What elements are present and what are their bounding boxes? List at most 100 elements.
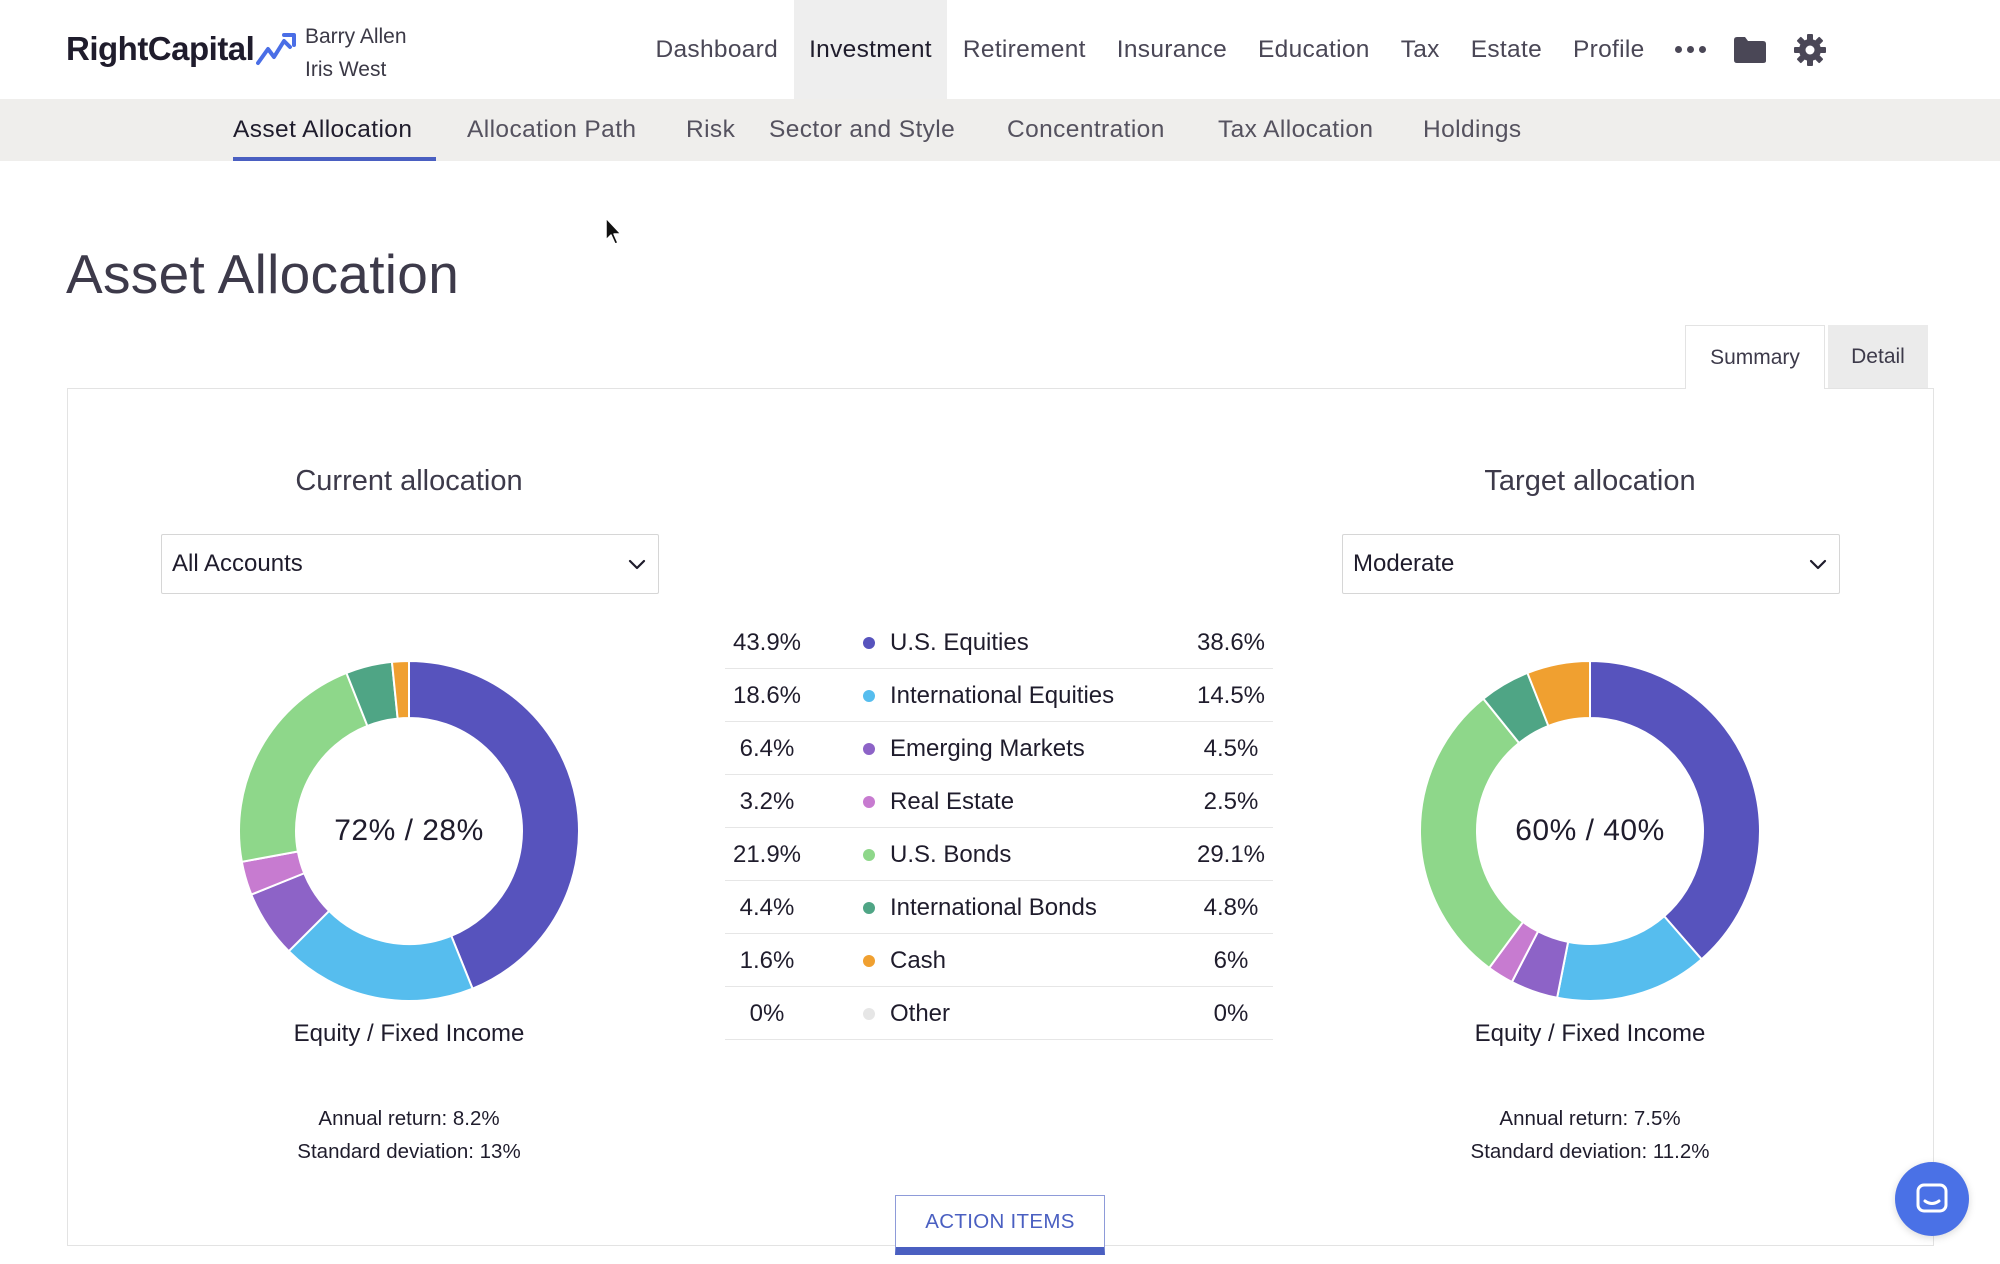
legend-target-value: 2.5%: [1203, 788, 1259, 815]
legend-row: 21.9% U.S. Bonds 29.1%: [725, 828, 1273, 881]
legend-current-value: 4.4%: [739, 894, 795, 921]
legend-current-value: 0%: [749, 1000, 785, 1027]
client-name-2: Iris West: [305, 58, 387, 81]
legend-color-dot: [863, 849, 875, 861]
donut-slice-cash[interactable]: [1526, 659, 1591, 728]
donut-slice-cash[interactable]: [390, 659, 410, 720]
legend-target-value: 38.6%: [1196, 629, 1266, 656]
more-icon[interactable]: [1660, 0, 1720, 99]
current-std-dev: Standard deviation: 13%: [297, 1140, 521, 1163]
nav-education[interactable]: Education: [1258, 35, 1370, 63]
allocation-panel: [67, 388, 1934, 1246]
legend-current-value: 21.9%: [732, 841, 802, 868]
legend-row: 43.9% U.S. Equities 38.6%: [725, 616, 1273, 669]
page-title: Asset Allocation: [66, 243, 460, 305]
nav-retirement[interactable]: Retirement: [962, 35, 1086, 63]
target-donut-chart: 60% / 40%: [1419, 659, 1761, 1002]
logo[interactable]: RightCapital: [66, 30, 298, 68]
legend-asset-class: Emerging Markets: [890, 735, 1085, 762]
subnav-tax-allocation[interactable]: Tax Allocation: [1218, 116, 1374, 143]
current-caption: Equity / Fixed Income: [293, 1020, 525, 1047]
legend-current-value: 3.2%: [739, 788, 795, 815]
legend-color-dot: [863, 743, 875, 755]
main-nav: Dashboard Investment Retirement Insuranc…: [640, 0, 1840, 99]
legend-current-value: 1.6%: [739, 947, 795, 974]
tab-detail[interactable]: Detail: [1828, 325, 1928, 388]
legend-target-value: 6%: [1213, 947, 1249, 974]
active-tab-underline: [233, 157, 436, 161]
nav-tax[interactable]: Tax: [1400, 35, 1440, 63]
legend-target-value: 4.5%: [1203, 735, 1259, 762]
chat-icon[interactable]: [1895, 1162, 1969, 1236]
legend-color-dot: [863, 902, 875, 914]
account-select[interactable]: All Accounts: [161, 534, 659, 594]
donut-slice-u-s-equities[interactable]: [1589, 659, 1761, 961]
legend-color-dot: [863, 690, 875, 702]
legend-asset-class: International Equities: [890, 682, 1115, 709]
chevron-down-icon: [1809, 559, 1827, 570]
nav-insurance[interactable]: Insurance: [1116, 35, 1228, 63]
subnav-concentration[interactable]: Concentration: [1007, 116, 1165, 143]
allocation-legend-table: 43.9% U.S. Equities 38.6% 18.6% Internationa…: [725, 616, 1273, 1040]
legend-row: 4.4% International Bonds 4.8%: [725, 881, 1273, 934]
client-name-1: Barry Allen: [305, 25, 407, 48]
target-std-dev: Standard deviation: 11.2%: [1470, 1140, 1710, 1163]
target-annual-return: Annual return: 7.5%: [1499, 1107, 1681, 1130]
chevron-down-icon: [628, 559, 646, 570]
subnav-allocation-path[interactable]: Allocation Path: [467, 116, 637, 143]
legend-row: 3.2% Real Estate 2.5%: [725, 775, 1273, 828]
legend-color-dot: [863, 1008, 875, 1020]
current-stats: Annual return: 8.2% Standard deviation: …: [159, 1102, 659, 1168]
target-caption: Equity / Fixed Income: [1474, 1020, 1706, 1047]
nav-estate[interactable]: Estate: [1470, 35, 1542, 63]
current-donut-chart: 72% / 28%: [238, 659, 580, 1002]
subnav-holdings[interactable]: Holdings: [1423, 116, 1522, 143]
account-select-value: All Accounts: [172, 550, 303, 577]
subnav-sector-and-style[interactable]: Sector and Style: [769, 116, 956, 143]
legend-current-value: 43.9%: [732, 629, 802, 656]
risk-profile-select[interactable]: Moderate: [1342, 534, 1840, 594]
current-annual-return: Annual return: 8.2%: [318, 1107, 500, 1130]
sub-nav: Asset Allocation Allocation Path Risk Se…: [0, 99, 2000, 161]
current-equity-ratio: 72% / 28%: [334, 814, 484, 847]
gear-icon[interactable]: [1780, 0, 1840, 99]
folder-icon[interactable]: [1720, 0, 1780, 99]
donut-slice-u-s-bonds[interactable]: [1419, 697, 1525, 970]
legend-row: 1.6% Cash 6%: [725, 934, 1273, 987]
legend-target-value: 29.1%: [1196, 841, 1266, 868]
legend-row: 6.4% Emerging Markets 4.5%: [725, 722, 1273, 775]
risk-profile-select-value: Moderate: [1353, 550, 1455, 577]
target-allocation-title: Target allocation: [1484, 465, 1696, 497]
legend-target-value: 4.8%: [1203, 894, 1259, 921]
legend-target-value: 0%: [1213, 1000, 1249, 1027]
subnav-asset-allocation[interactable]: Asset Allocation: [233, 116, 413, 143]
top-bar: RightCapital Barry Allen Iris West Dashb…: [0, 0, 2000, 99]
target-donut-svg: [1419, 659, 1761, 1002]
target-stats: Annual return: 7.5% Standard deviation: …: [1340, 1102, 1840, 1168]
legend-asset-class: International Bonds: [890, 894, 1097, 921]
tab-summary[interactable]: Summary: [1685, 325, 1825, 389]
legend-target-value: 14.5%: [1196, 682, 1266, 709]
legend-asset-class: U.S. Bonds: [890, 841, 1012, 868]
nav-dashboard[interactable]: Dashboard: [655, 35, 779, 63]
legend-color-dot: [863, 637, 875, 649]
current-donut-svg: [238, 659, 580, 1002]
legend-asset-class: Other: [890, 1000, 951, 1027]
legend-color-dot: [863, 955, 875, 967]
donut-slice-u-s-equities[interactable]: [408, 659, 580, 990]
subnav-risk[interactable]: Risk: [686, 116, 736, 143]
action-items-button[interactable]: ACTION ITEMS: [895, 1195, 1105, 1255]
legend-current-value: 18.6%: [732, 682, 802, 709]
legend-row: 0% Other 0%: [725, 987, 1273, 1040]
logo-arrow-icon: [256, 33, 297, 65]
legend-asset-class: Cash: [890, 947, 947, 974]
client-names[interactable]: Barry Allen Iris West: [305, 20, 407, 86]
legend-current-value: 6.4%: [739, 735, 795, 762]
legend-asset-class: Real Estate: [890, 788, 1015, 815]
legend-row: 18.6% International Equities 14.5%: [725, 669, 1273, 722]
nav-investment[interactable]: Investment: [793, 0, 948, 99]
legend-asset-class: U.S. Equities: [890, 629, 1029, 656]
nav-profile[interactable]: Profile: [1573, 35, 1645, 63]
legend-color-dot: [863, 796, 875, 808]
mouse-cursor-icon: [605, 217, 622, 245]
